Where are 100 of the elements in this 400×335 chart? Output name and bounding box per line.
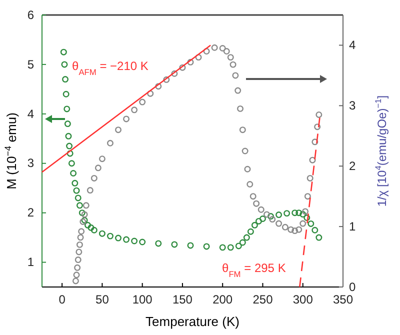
- point: [94, 164, 102, 172]
- y2-tick-label: 4: [349, 38, 356, 52]
- point: [250, 193, 256, 200]
- y2-tick-label: 3: [349, 98, 356, 113]
- point: [308, 220, 314, 227]
- x-tick-label: 0: [58, 292, 66, 307]
- point: [239, 126, 246, 134]
- point: [81, 211, 88, 218]
- point: [123, 236, 130, 243]
- point: [155, 83, 162, 90]
- point: [98, 230, 106, 237]
- point: [78, 210, 86, 216]
- point: [227, 244, 234, 251]
- point: [203, 243, 210, 250]
- point: [253, 200, 260, 207]
- point: [64, 106, 70, 112]
- point: [74, 264, 81, 271]
- point: [66, 142, 73, 150]
- y-tick-label: 6: [27, 8, 34, 22]
- point: [72, 180, 78, 186]
- point: [239, 239, 246, 246]
- point: [60, 48, 67, 56]
- point: [276, 220, 282, 227]
- point: [106, 140, 114, 146]
- point: [106, 232, 114, 240]
- x-tick-label: 100: [132, 292, 153, 307]
- y-tick-label: 3: [27, 156, 34, 170]
- point: [76, 248, 82, 256]
- point: [264, 211, 270, 218]
- point: [76, 202, 83, 209]
- point: [300, 211, 306, 218]
- point: [123, 116, 130, 122]
- point: [268, 213, 274, 220]
- point: [314, 124, 321, 130]
- x-tick-label: 250: [252, 292, 274, 307]
- point: [259, 216, 266, 222]
- point: [288, 226, 294, 233]
- point: [255, 218, 262, 224]
- y-tick-label: 1: [27, 255, 34, 270]
- point: [78, 228, 85, 235]
- point: [72, 278, 79, 284]
- point: [64, 120, 71, 128]
- point: [98, 156, 106, 162]
- x-axis-title: Temperature (K): [146, 314, 240, 329]
- point: [306, 174, 314, 182]
- point: [70, 170, 77, 176]
- y2-tick-label: 2: [349, 158, 356, 173]
- point: [251, 222, 258, 228]
- point: [68, 160, 75, 167]
- x-tick-label: 50: [96, 292, 110, 307]
- point: [235, 242, 242, 250]
- point: [77, 234, 84, 241]
- point: [230, 61, 236, 68]
- point: [187, 242, 194, 249]
- point: [309, 156, 316, 164]
- point: [276, 212, 282, 218]
- point: [131, 106, 138, 114]
- point: [171, 241, 178, 248]
- annotation: θ$_{AFM}$ = −210 K: [72, 59, 148, 77]
- point: [296, 210, 302, 216]
- point: [195, 54, 202, 61]
- point: [179, 64, 186, 71]
- point: [219, 45, 226, 52]
- y2-tick-label: 1: [349, 219, 356, 234]
- point: [312, 138, 318, 146]
- point: [73, 187, 80, 194]
- point: [316, 234, 322, 241]
- point: [246, 181, 254, 188]
- point: [312, 226, 318, 234]
- y-tick-label: 2: [27, 206, 34, 220]
- point: [300, 220, 306, 227]
- point: [90, 226, 98, 234]
- x-tick-label: 150: [172, 292, 193, 307]
- point: [203, 48, 210, 55]
- annotation: θ$_{FM}$ = 295 K: [222, 261, 286, 279]
- point: [115, 234, 122, 242]
- point: [187, 58, 194, 66]
- point: [131, 238, 138, 244]
- point: [88, 224, 94, 231]
- point: [282, 224, 288, 230]
- point: [237, 105, 244, 112]
- point: [304, 193, 311, 200]
- point: [304, 214, 310, 222]
- point: [74, 256, 82, 264]
- point: [244, 166, 251, 172]
- point: [243, 234, 250, 241]
- point: [139, 98, 146, 106]
- x-tick-label: 300: [292, 292, 314, 307]
- point: [292, 228, 298, 234]
- x-tick-label: 200: [212, 292, 233, 307]
- point: [65, 132, 72, 140]
- point: [147, 90, 154, 97]
- point: [227, 54, 234, 61]
- y2-tick-label: 0: [349, 280, 356, 294]
- point: [232, 72, 239, 79]
- point: [115, 126, 122, 134]
- point: [86, 187, 94, 194]
- point: [247, 228, 254, 235]
- point: [74, 194, 82, 202]
- point: [76, 241, 83, 248]
